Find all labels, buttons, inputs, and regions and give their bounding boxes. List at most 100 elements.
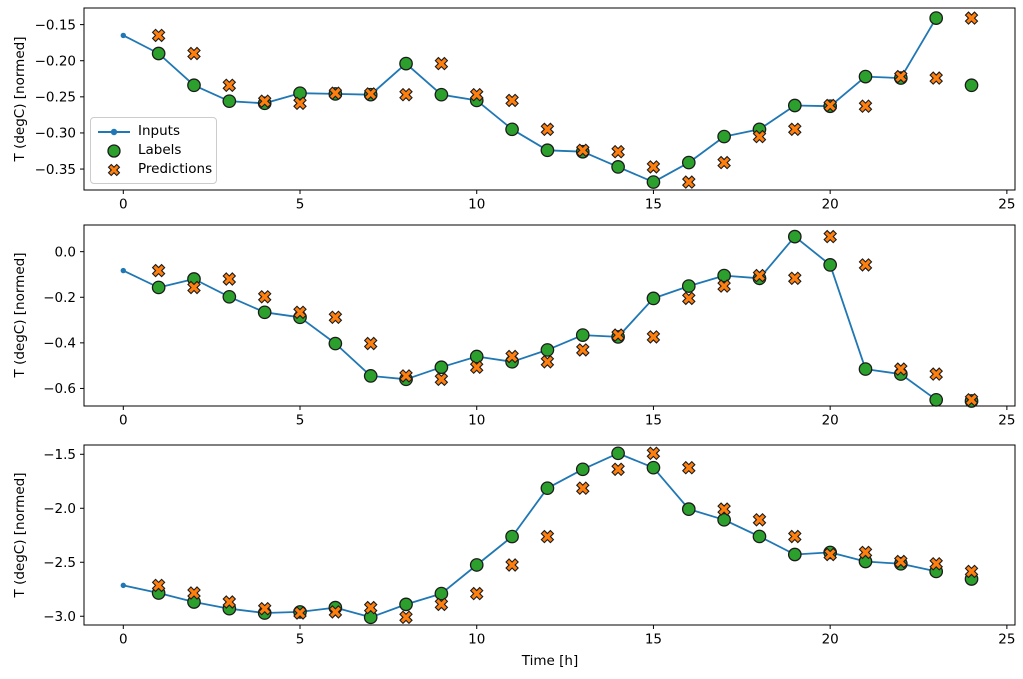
x-tick-label: 0 [119, 197, 128, 213]
labels-marker [151, 46, 166, 61]
predictions-marker [469, 87, 484, 102]
predictions-marker [611, 328, 625, 342]
labels-circle-icon [97, 143, 131, 159]
labels-marker [363, 369, 378, 383]
predictions-marker [151, 263, 166, 278]
predictions-marker [187, 586, 201, 600]
predictions-marker [611, 462, 625, 477]
y-tick-label: −0.2 [43, 290, 76, 306]
subplot-1: −0.15 −0.20 −0.25 −0.30 −0.35 0 5 10 15 20 25 [35, 7, 1016, 213]
x-axis-label: Time [h] [521, 653, 579, 669]
predictions-marker [222, 272, 237, 286]
predictions-marker [752, 268, 767, 283]
inputs-line [122, 17, 937, 184]
subplot-3: −1.5 −2.0 −2.5 −3.0 0 5 10 15 20 25 [43, 444, 1016, 648]
labels-series [151, 229, 979, 408]
legend-item-inputs: Inputs [97, 122, 212, 141]
inputs-series [120, 233, 939, 403]
labels-marker [222, 94, 237, 109]
y-tick-label: −1.5 [43, 447, 76, 463]
labels-marker [823, 258, 838, 272]
predictions-series [151, 446, 979, 625]
x-tick-label: 5 [296, 632, 305, 648]
labels-marker [434, 360, 449, 375]
legend-label-predictions: Predictions [138, 160, 213, 177]
predictions-marker [646, 160, 661, 174]
predictions-marker [929, 367, 944, 381]
x-tick-label: 10 [468, 632, 485, 648]
predictions-marker [257, 601, 272, 616]
predictions-marker [823, 229, 838, 244]
y-tick-label: 0.0 [55, 244, 76, 260]
predictions-marker [964, 392, 979, 407]
inputs-marker [120, 32, 127, 39]
predictions-marker [328, 310, 343, 325]
x-tick-label: 10 [468, 197, 485, 213]
predictions-marker [399, 87, 413, 102]
y-tick-label: −0.35 [35, 162, 76, 178]
x-tick-label: 0 [119, 413, 128, 429]
labels-marker [858, 362, 873, 376]
labels-marker [575, 462, 590, 477]
predictions-marker [858, 258, 873, 272]
predictions-marker [893, 69, 908, 84]
inputs-series [120, 15, 939, 185]
predictions-marker [646, 330, 661, 344]
labels-marker [646, 460, 661, 475]
predictions-marker [151, 578, 166, 593]
predictions-marker [681, 175, 696, 189]
predictions-marker [434, 597, 449, 612]
predictions-marker [151, 28, 166, 43]
predictions-marker [328, 86, 343, 101]
predictions-marker [399, 369, 413, 383]
x-tick-label: 15 [645, 413, 662, 429]
x-tick-label: 25 [998, 197, 1015, 213]
predictions-marker [293, 305, 307, 320]
predictions-marker [787, 529, 802, 544]
predictions-marker [717, 279, 731, 293]
labels-marker [399, 56, 413, 71]
predictions-marker [752, 512, 767, 527]
x-tick-label: 20 [822, 413, 839, 429]
y-tick-label: −0.6 [43, 381, 76, 397]
x-tick-label: 10 [468, 413, 485, 429]
y-tick-label: −0.25 [35, 90, 76, 106]
inputs-marker [120, 267, 127, 274]
y-axis-label-subplot-2: T (degC) [normed] [12, 252, 28, 378]
labels-marker [929, 11, 944, 25]
labels-marker [752, 529, 767, 544]
axes-frame [83, 7, 1016, 191]
y-tick-label: −0.20 [35, 54, 76, 70]
predictions-marker [681, 460, 696, 475]
x-tick-label: 15 [645, 632, 662, 648]
x-tick-label: 20 [822, 632, 839, 648]
inputs-line [123, 452, 937, 619]
predictions-marker [964, 11, 979, 25]
legend-label-labels: Labels [138, 141, 182, 158]
predictions-marker [858, 99, 873, 114]
inputs-line-icon [97, 125, 131, 139]
axes-frame [83, 224, 1016, 407]
labels-marker [187, 78, 201, 93]
y-tick-label: −0.15 [35, 17, 76, 33]
predictions-marker [293, 96, 307, 111]
predictions-marker [222, 78, 237, 93]
predictions-marker [434, 56, 449, 71]
labels-marker [399, 597, 413, 612]
labels-marker [787, 547, 802, 562]
predictions-marker [328, 605, 343, 619]
x-tick-label: 0 [119, 632, 128, 648]
predictions-marker [399, 610, 413, 625]
inputs-line [122, 235, 937, 401]
predictions-marker [929, 556, 944, 571]
labels-marker [257, 305, 272, 320]
labels-marker [222, 289, 237, 304]
y-tick-label: −3.0 [43, 609, 76, 625]
labels-marker [505, 529, 519, 544]
predictions-marker [187, 46, 201, 61]
y-tick-label: −2.5 [43, 555, 76, 571]
predictions-marker [505, 349, 519, 364]
predictions-marker [717, 502, 731, 516]
y-tick-label: −2.0 [43, 501, 76, 517]
